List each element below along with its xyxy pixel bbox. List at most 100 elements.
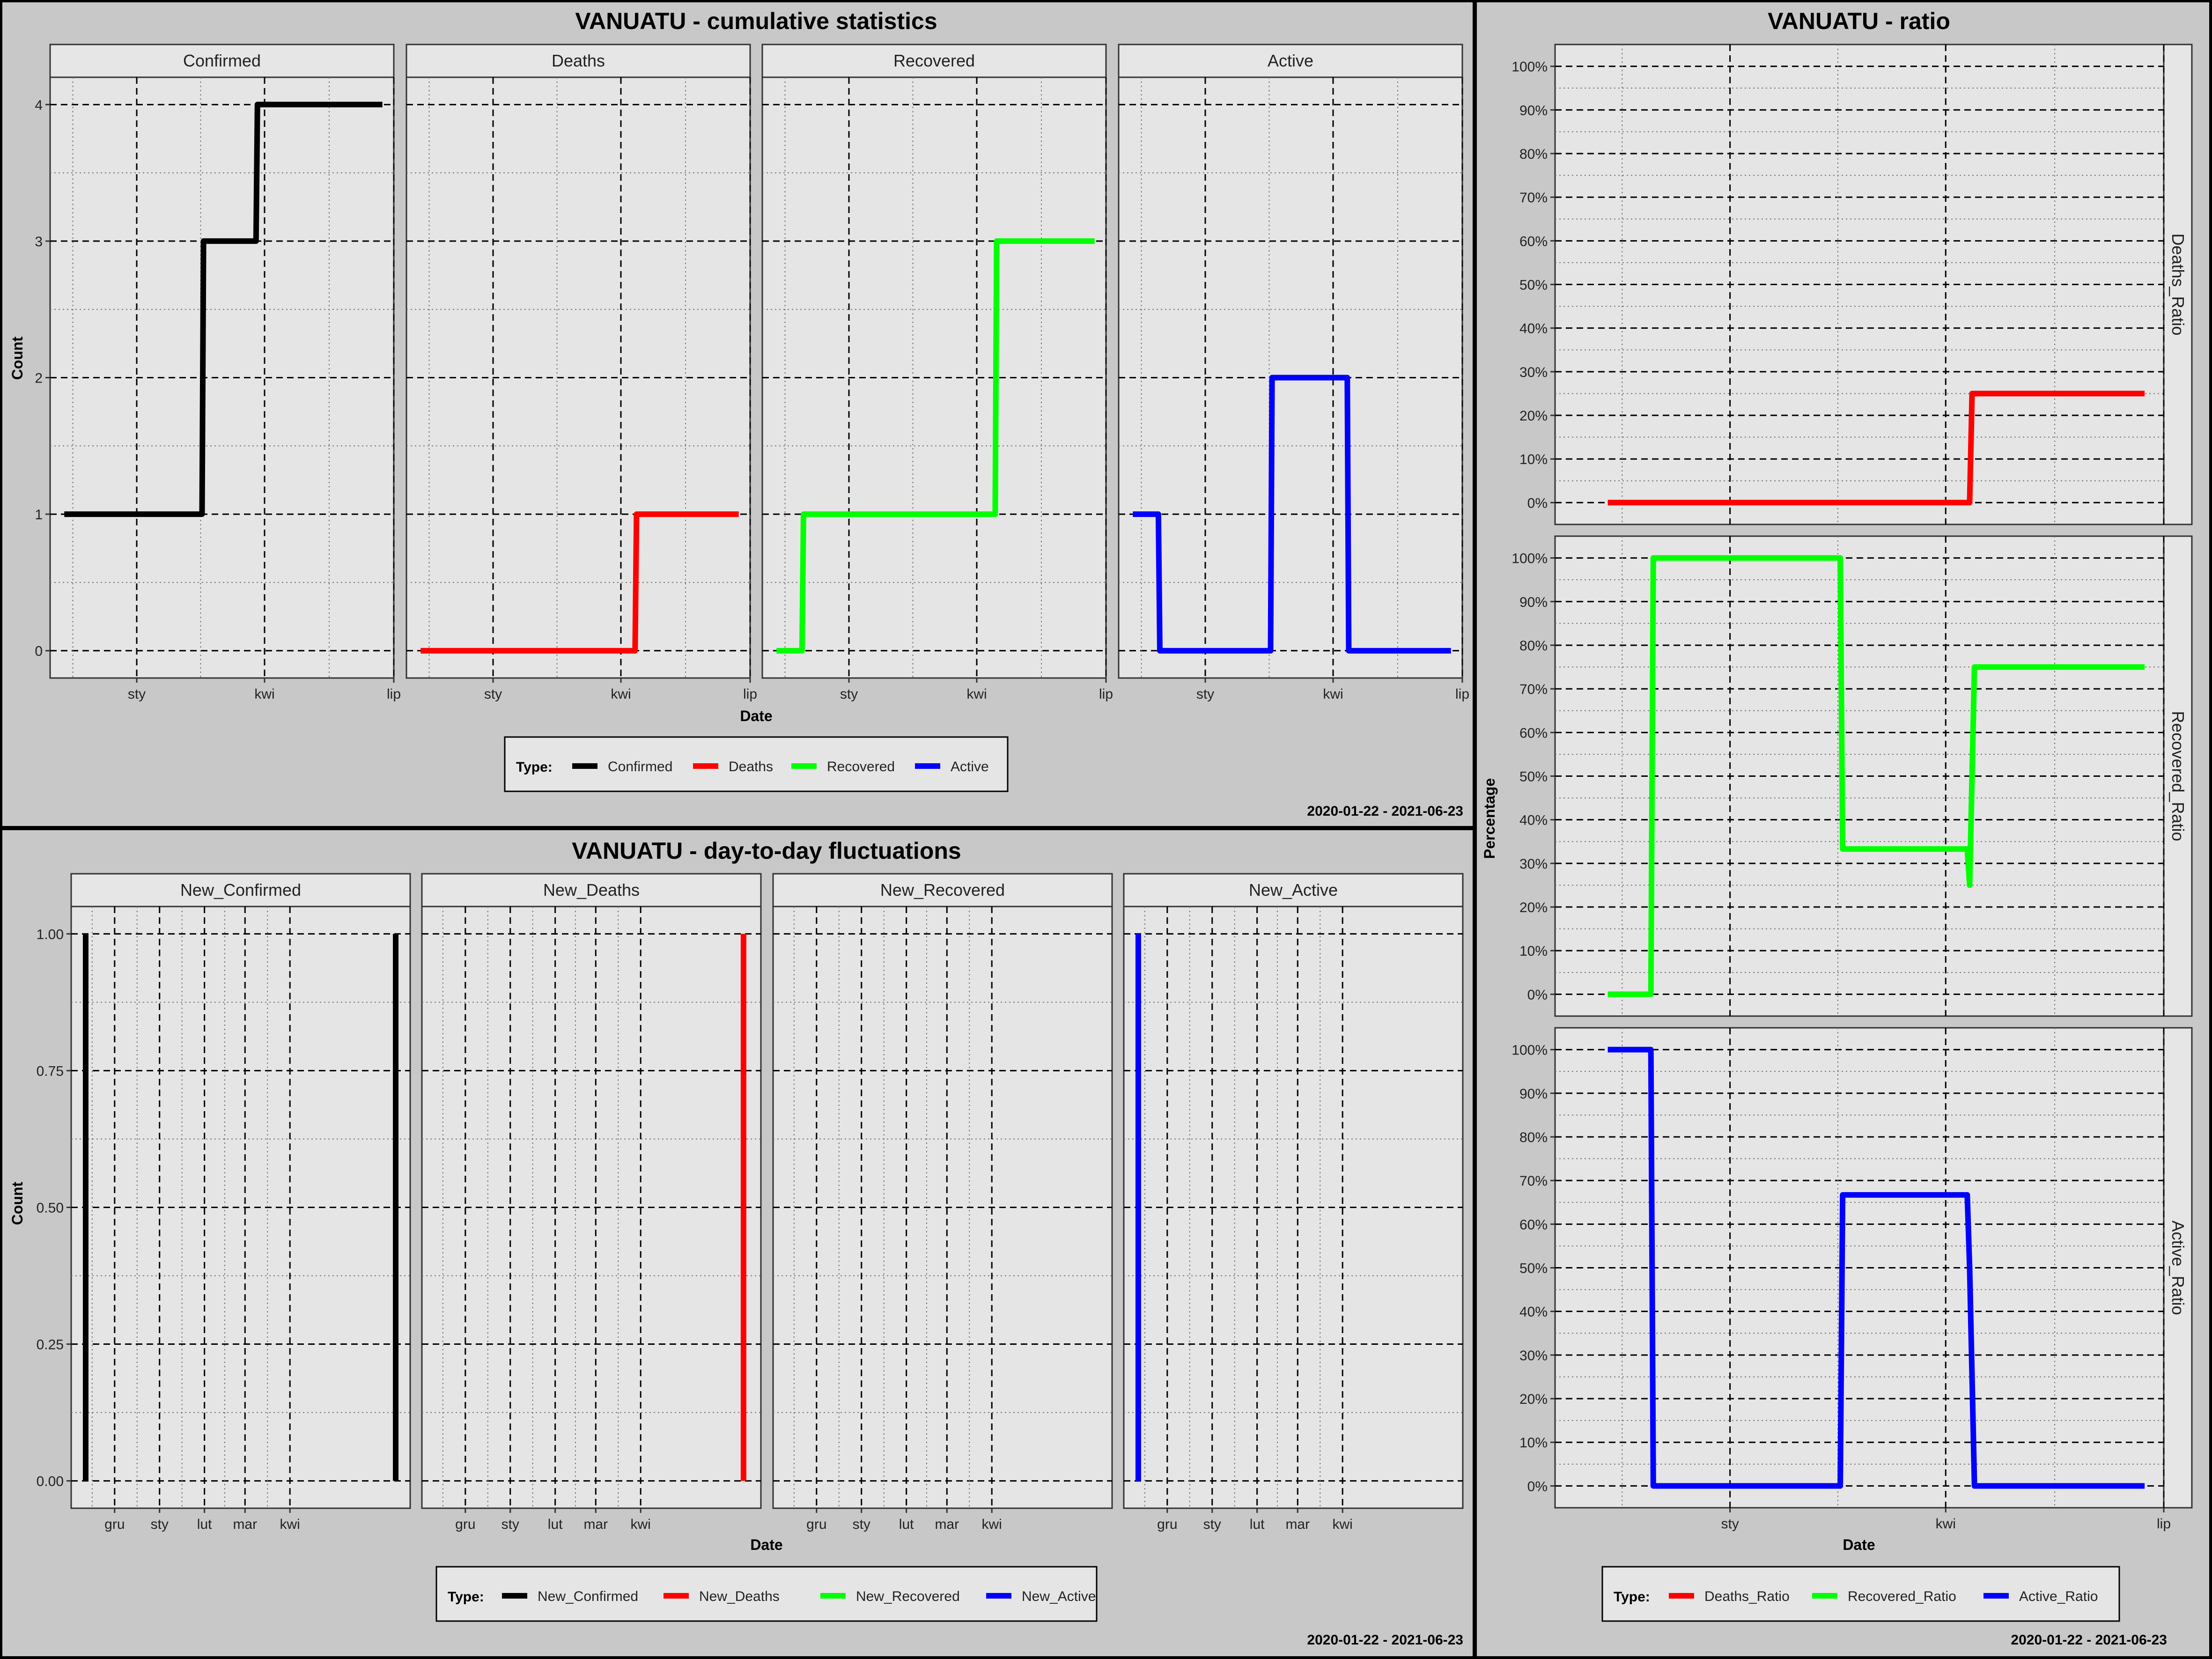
facet-strip: [2163, 44, 2193, 525]
y-tick-label: 4: [35, 97, 43, 113]
facet-strip-label: New_Deaths: [543, 880, 640, 900]
y-tick-label: 1.00: [37, 927, 64, 942]
facet-strip: [1118, 44, 1463, 78]
y-tick-label: 0.25: [37, 1337, 64, 1353]
y-tick-label: 10%: [1519, 1435, 1548, 1451]
y-tick-label: 10%: [1519, 452, 1548, 467]
y-tick-label: 60%: [1519, 234, 1548, 249]
facet-Active: Active sty kwi lip: [1118, 44, 1469, 702]
x-tick-label: lip: [1455, 686, 1469, 702]
fluctuations-ylabel: Count: [9, 1181, 26, 1225]
facet-Active_Ratio: Active_Ratio 0% 10% 20% 30% 40% 50% 60% 70% 80% 90…: [1512, 1027, 2193, 1532]
fluctuations-title: VANUATU - day-to-day fluctuations: [572, 838, 961, 864]
x-tick-label: sty: [840, 686, 858, 702]
legend-label-Active_Ratio: Active_Ratio: [2019, 1589, 2098, 1604]
y-tick-label: 3: [35, 234, 43, 250]
x-tick-label: kwi: [982, 1517, 1002, 1532]
x-tick-label: mar: [935, 1517, 959, 1532]
y-tick-label: 20%: [1519, 1392, 1548, 1407]
facet-Deaths_Ratio: Deaths_Ratio 0% 10% 20% 30% 40% 50% 60% 70% 80% 90…: [1512, 44, 2193, 525]
facet-strip-label: New_Recovered: [880, 880, 1005, 900]
facet-strip-label: Confirmed: [183, 51, 261, 70]
legend-label-New_Confirmed: New_Confirmed: [538, 1589, 638, 1604]
x-tick-label: sty: [128, 686, 146, 702]
y-tick-label: 0.50: [37, 1201, 64, 1216]
series-line-Deaths_Ratio: [1607, 391, 2145, 506]
y-tick-label: 100%: [1512, 551, 1548, 567]
y-tick-label: 40%: [1519, 321, 1548, 337]
y-tick-label: 50%: [1519, 769, 1548, 785]
y-tick-label: 90%: [1519, 103, 1548, 118]
x-tick-label: sty: [1196, 686, 1214, 702]
x-tick-label: sty: [1721, 1516, 1739, 1532]
legend-label-New_Recovered: New_Recovered: [856, 1589, 960, 1604]
facet-strip: [70, 873, 411, 907]
x-tick-label: lut: [1250, 1517, 1265, 1532]
ratio-legend-title: Type:: [1614, 1589, 1650, 1605]
series-line-Confirmed: [64, 102, 383, 517]
x-tick-label: kwi: [1936, 1516, 1956, 1532]
legend-label-Active: Active: [951, 759, 989, 774]
y-tick-label: 60%: [1519, 725, 1548, 741]
legend-label-Recovered: Recovered: [827, 759, 895, 774]
x-tick-label: kwi: [966, 686, 987, 702]
facet-strip-label: New_Active: [1249, 880, 1338, 900]
y-tick-label: 10%: [1519, 944, 1548, 959]
ratio-legend: Type: Deaths_Ratio Recovered_Ratio Active_…: [1601, 1566, 2120, 1622]
legend-label-New_Active: New_Active: [1022, 1589, 1096, 1604]
ratio-ylabel: Percentage: [1481, 778, 1498, 859]
facet-strip-label: New_Confirmed: [180, 880, 301, 900]
cumulative-title: VANUATU - cumulative statistics: [575, 8, 937, 34]
legend-label-New_Deaths: New_Deaths: [699, 1589, 780, 1604]
facet-strip-label: Active_Ratio: [2168, 1220, 2188, 1315]
facet-panel: [1123, 906, 1464, 1509]
x-tick-label: lip: [387, 686, 401, 702]
facet-New_Confirmed: New_Confirmed 0.00 0.25 0.50 0.75 1.00 gru sty l…: [37, 873, 411, 1532]
y-tick-label: 50%: [1519, 1261, 1548, 1276]
facet-strip-label: Deaths_Ratio: [2168, 233, 2188, 335]
y-tick-label: 100%: [1512, 59, 1548, 75]
x-tick-label: lut: [548, 1517, 563, 1532]
legend-label-Confirmed: Confirmed: [608, 759, 672, 774]
facet-strip: [49, 44, 395, 78]
y-tick-label: 50%: [1519, 278, 1548, 293]
facet-strip-label: Recovered_Ratio: [2168, 711, 2188, 841]
y-tick-label: 80%: [1519, 147, 1548, 162]
x-tick-label: gru: [104, 1517, 125, 1532]
x-tick-label: mar: [1285, 1517, 1310, 1532]
x-tick-label: kwi: [280, 1517, 300, 1532]
y-tick-label: 40%: [1519, 813, 1548, 828]
y-tick-label: 90%: [1519, 595, 1548, 610]
legend-label-Deaths: Deaths: [729, 759, 773, 774]
x-tick-label: gru: [455, 1517, 475, 1532]
x-tick-label: kwi: [1323, 686, 1343, 702]
series-line-Deaths: [420, 511, 739, 654]
x-tick-label: lip: [1099, 686, 1113, 702]
fluctuations-legend-title: Type:: [448, 1589, 484, 1605]
y-tick-label: 0%: [1527, 987, 1548, 1003]
y-tick-label: 90%: [1519, 1086, 1548, 1102]
y-tick-label: 70%: [1519, 682, 1548, 697]
facet-strip: [2163, 535, 2193, 1017]
y-tick-label: 70%: [1519, 1173, 1548, 1189]
cumulative-ylabel: Count: [9, 336, 26, 380]
x-tick-label: lip: [743, 686, 757, 702]
x-tick-label: sty: [484, 686, 502, 702]
facet-strip-label: Deaths: [552, 51, 605, 70]
x-tick-label: sty: [501, 1517, 519, 1532]
x-tick-label: mar: [583, 1517, 608, 1532]
y-tick-label: 80%: [1519, 638, 1548, 654]
y-tick-label: 40%: [1519, 1305, 1548, 1320]
y-tick-label: 100%: [1512, 1043, 1548, 1058]
facet-panel: [421, 906, 762, 1509]
facet-Recovered_Ratio: Recovered_Ratio 0% 10% 20% 30% 40% 50% 60% 70% 80…: [1512, 535, 2193, 1017]
y-tick-label: 0%: [1527, 1479, 1548, 1494]
y-tick-label: 80%: [1519, 1130, 1548, 1145]
x-tick-label: lip: [2157, 1516, 2171, 1532]
facet-strip-label: Recovered: [893, 51, 975, 70]
facet-strip: [761, 44, 1107, 78]
